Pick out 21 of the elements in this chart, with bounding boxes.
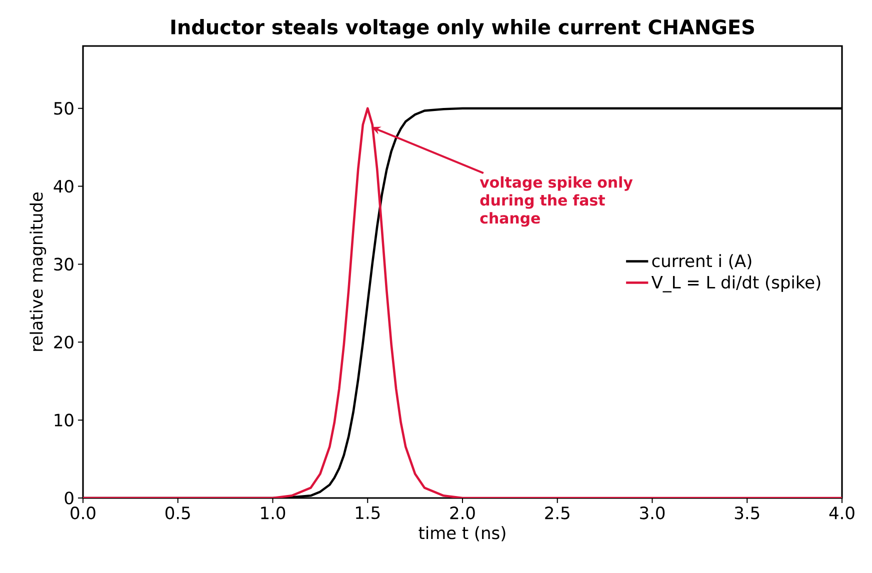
legend-label: current i (A) — [652, 254, 752, 270]
x-tick-label: 2.5 — [545, 506, 570, 520]
chart-title: Inductor steals voltage only while current CHANGES — [171, 19, 754, 38]
x-tick-label: 0.5 — [166, 506, 190, 520]
x-tick-label: 0.0 — [70, 506, 96, 520]
y-tick-label: 20 — [54, 336, 74, 349]
y-tick-label: 30 — [54, 258, 74, 271]
y-tick-label: 10 — [54, 414, 74, 426]
x-tick-label: 1.0 — [261, 506, 286, 520]
x-tick-label: 1.5 — [356, 506, 380, 520]
x-tick-label: 3.0 — [640, 506, 665, 520]
y-tick-label: 40 — [54, 180, 74, 193]
legend-label: V_L = L di/dt (spike) — [651, 275, 820, 292]
x-tick-label: 4.0 — [829, 506, 854, 520]
x-tick-label: 3.5 — [734, 506, 760, 520]
annotation: voltage spike only during the fast change — [480, 176, 633, 227]
x-axis-title: time t (ns) — [418, 526, 506, 542]
y-tick-label: 0 — [64, 492, 74, 504]
y-axis-title: relative magnitude — [30, 192, 46, 351]
y-tick-label: 50 — [54, 102, 74, 115]
x-tick-label: 2.0 — [450, 506, 475, 520]
